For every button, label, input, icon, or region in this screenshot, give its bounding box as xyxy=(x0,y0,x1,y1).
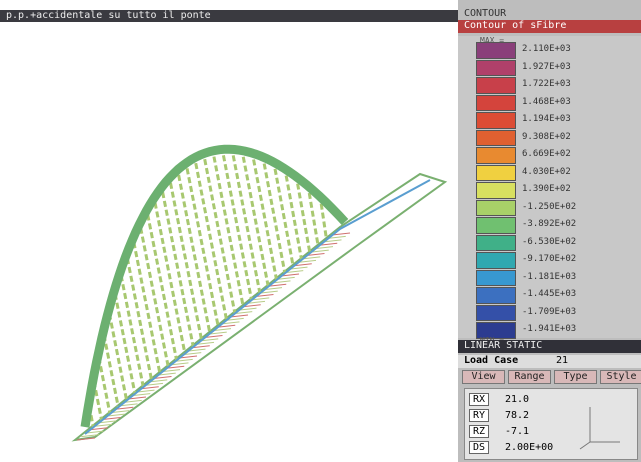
legend-swatch xyxy=(476,270,516,287)
readout-name: RZ xyxy=(469,425,489,438)
legend-swatch xyxy=(476,217,516,234)
hanger xyxy=(115,294,135,394)
legend-value: -1.250E+02 xyxy=(522,202,576,212)
legend-value: -1.445E+03 xyxy=(522,289,576,299)
hanger xyxy=(109,314,126,401)
hanger xyxy=(99,357,110,413)
view-title: p.p.+accidentale su tutto il ponte xyxy=(6,10,211,21)
analysis-type: LINEAR STATIC xyxy=(464,340,542,351)
analysis-bar: LINEAR STATIC xyxy=(458,340,641,353)
screen: p.p.+accidentale su tutto il ponte CONTO… xyxy=(0,0,641,462)
legend-swatch xyxy=(476,112,516,129)
legend-value: -1.709E+03 xyxy=(522,307,576,317)
hanger xyxy=(309,193,318,247)
contour-panel: CONTOUR Contour of sFibre 2.110E+03 1.927… xyxy=(458,0,641,462)
legend-value: -1.941E+03 xyxy=(522,324,576,334)
legend-swatch xyxy=(476,235,516,252)
hanger xyxy=(127,258,151,380)
legend-value: 9.308E+02 xyxy=(522,132,571,142)
hanger xyxy=(321,204,326,240)
readout-value: 2.00E+00 xyxy=(505,442,553,453)
subtitle-bar: Contour of sFibre xyxy=(458,20,641,33)
readout-value: 21.0 xyxy=(505,394,529,405)
panel-subtitle: Contour of sFibre xyxy=(464,20,566,31)
legend-value: -1.181E+03 xyxy=(522,272,576,282)
legend-swatch xyxy=(476,130,516,147)
tab-row: ViewRangeTypeStyle xyxy=(458,370,641,384)
legend-value: 6.669E+02 xyxy=(522,149,571,159)
panel-header: CONTOUR xyxy=(464,8,506,19)
legend-value: 1.468E+03 xyxy=(522,97,571,107)
legend-swatch xyxy=(476,147,516,164)
legend-value: -6.530E+02 xyxy=(522,237,576,247)
load-case-label: Load Case xyxy=(464,355,518,366)
legend-swatch xyxy=(476,60,516,77)
legend-value: 1.390E+02 xyxy=(522,184,571,194)
readout-name: DS xyxy=(469,441,489,454)
legend-swatch xyxy=(476,252,516,269)
tab[interactable]: Range xyxy=(508,370,551,384)
readout-value: 78.2 xyxy=(505,410,529,421)
legend-value: -9.170E+02 xyxy=(522,254,576,264)
legend-value: 1.194E+03 xyxy=(522,114,571,124)
axis-z xyxy=(580,442,590,449)
legend-value: 1.722E+03 xyxy=(522,79,571,89)
legend-swatch xyxy=(476,287,516,304)
viewport xyxy=(0,22,458,462)
legend-swatch xyxy=(476,182,516,199)
tab[interactable]: View xyxy=(462,370,505,384)
hanger xyxy=(264,164,285,274)
legend-value: 2.110E+03 xyxy=(522,44,571,54)
legend: 2.110E+03 1.927E+03 1.722E+03 1.468E+03 1.19… xyxy=(458,36,641,338)
legend-value: 4.030E+02 xyxy=(522,167,571,177)
tab[interactable]: Type xyxy=(554,370,597,384)
deck-outline xyxy=(75,174,445,440)
legend-swatch xyxy=(476,200,516,217)
legend-swatch xyxy=(476,165,516,182)
hanger xyxy=(121,275,143,387)
legend-swatch xyxy=(476,95,516,112)
tab[interactable]: Style xyxy=(600,370,641,384)
legend-value: -3.892E+02 xyxy=(522,219,576,229)
load-case-value[interactable]: 21 xyxy=(556,355,568,366)
legend-max-label: MAX = xyxy=(480,36,504,45)
legend-value: 1.927E+03 xyxy=(522,62,571,72)
load-case-row: Load Case 21 xyxy=(458,355,641,368)
legend-swatch xyxy=(476,305,516,322)
readout-value: -7.1 xyxy=(505,426,529,437)
readout-box: RX 21.0 RY 78.2 RZ -7.1 DS 2.00E+00 xyxy=(464,388,638,460)
axis-triad xyxy=(575,397,630,452)
hanger xyxy=(275,169,293,267)
legend-swatch xyxy=(476,77,516,94)
bridge-model xyxy=(75,149,445,440)
hanger xyxy=(254,160,277,280)
readout-name: RY xyxy=(469,409,489,422)
title-bar: p.p.+accidentale su tutto il ponte xyxy=(0,10,458,22)
readout-name: RX xyxy=(469,393,489,406)
